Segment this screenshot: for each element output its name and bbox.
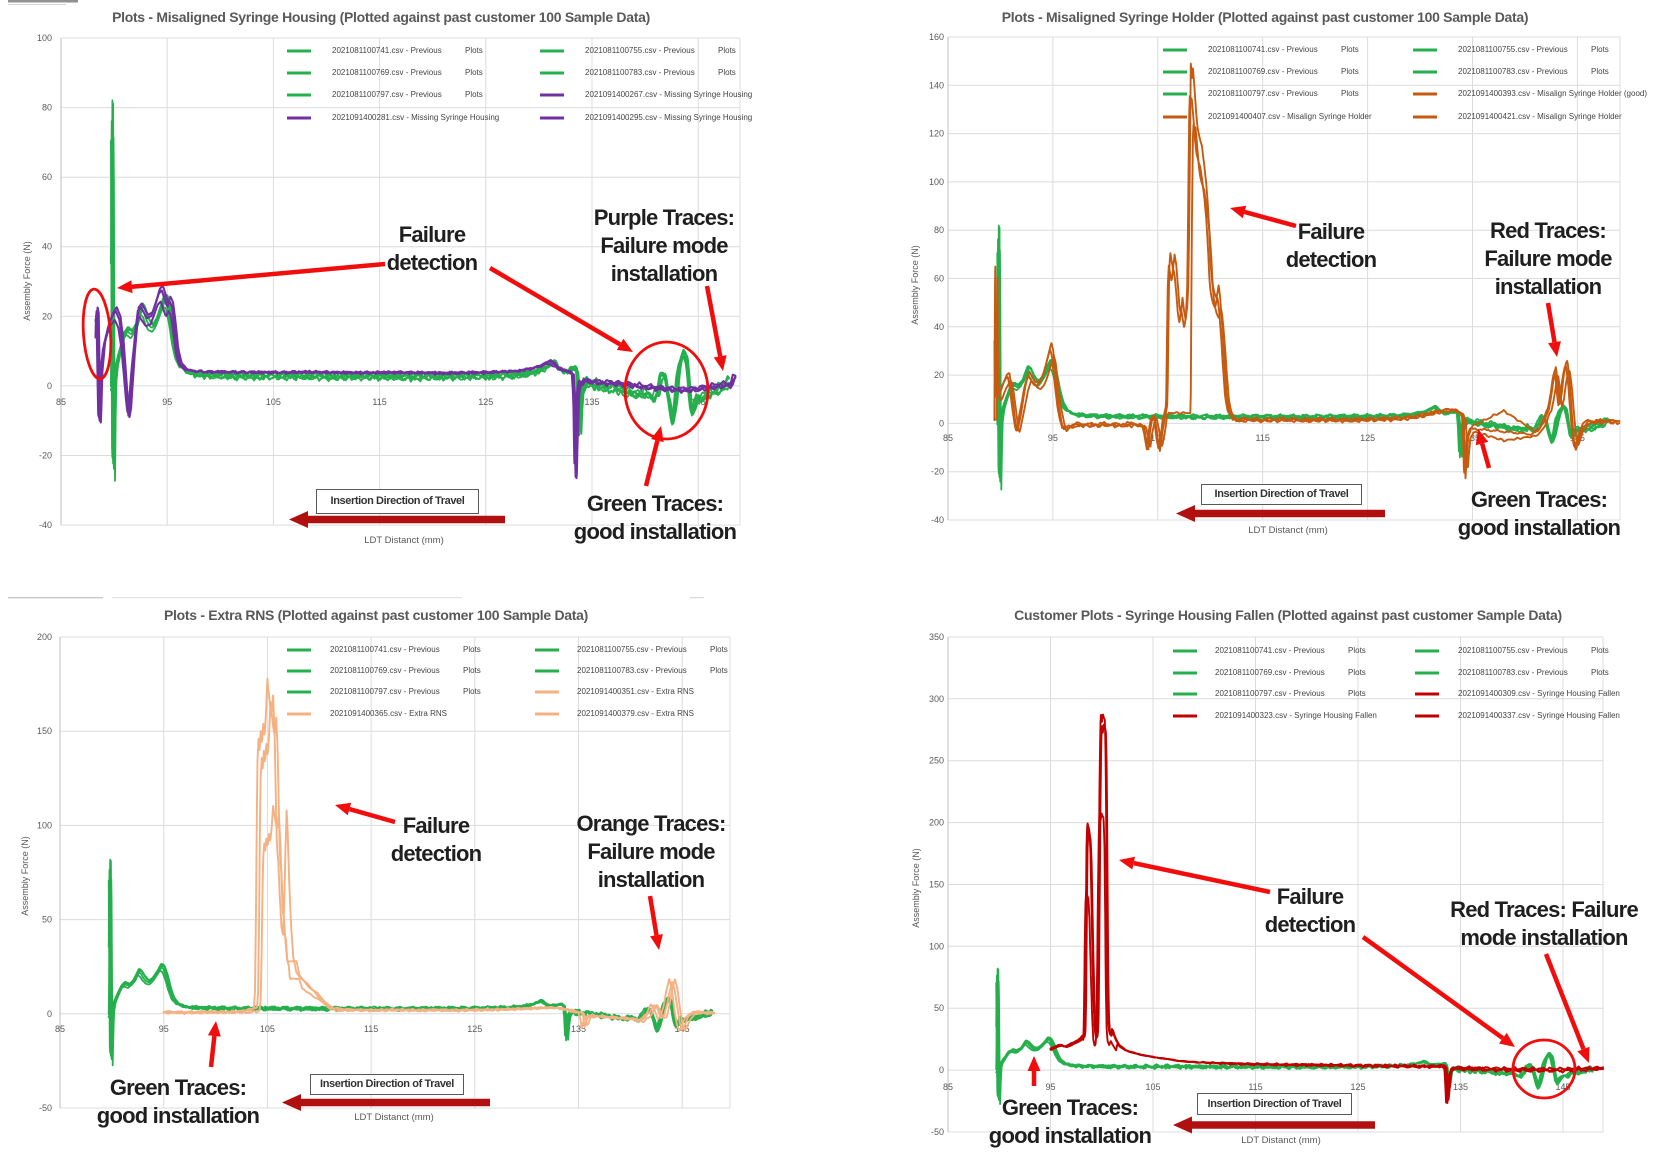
svg-text:150: 150 <box>929 880 944 890</box>
svg-text:135: 135 <box>584 397 599 407</box>
svg-text:95: 95 <box>159 1024 169 1034</box>
svg-text:125: 125 <box>478 397 493 407</box>
svg-text:150: 150 <box>37 726 52 736</box>
svg-text:115: 115 <box>372 397 386 407</box>
svg-text:-20: -20 <box>931 467 944 477</box>
svg-text:125: 125 <box>1360 433 1375 443</box>
svg-text:140: 140 <box>929 80 944 90</box>
svg-text:160: 160 <box>929 32 944 42</box>
svg-text:115: 115 <box>364 1024 378 1034</box>
svg-text:125: 125 <box>467 1024 482 1034</box>
svg-text:-50: -50 <box>931 1127 944 1137</box>
svg-text:20: 20 <box>42 311 52 321</box>
svg-text:-50: -50 <box>39 1103 52 1113</box>
svg-text:40: 40 <box>934 322 944 332</box>
svg-text:50: 50 <box>42 915 52 925</box>
svg-text:-20: -20 <box>39 451 52 461</box>
svg-text:95: 95 <box>1048 433 1058 443</box>
svg-text:100: 100 <box>929 177 944 187</box>
svg-text:200: 200 <box>929 818 944 828</box>
svg-text:125: 125 <box>1350 1082 1365 1092</box>
svg-text:135: 135 <box>1465 433 1480 443</box>
svg-text:0: 0 <box>939 418 944 428</box>
svg-text:135: 135 <box>1453 1082 1468 1092</box>
svg-text:-40: -40 <box>39 520 52 530</box>
svg-text:85: 85 <box>943 433 953 443</box>
svg-text:0: 0 <box>47 1009 52 1019</box>
svg-text:85: 85 <box>55 1024 65 1034</box>
svg-text:0: 0 <box>47 381 52 391</box>
svg-text:105: 105 <box>260 1024 275 1034</box>
svg-text:250: 250 <box>929 756 944 766</box>
svg-text:105: 105 <box>1145 1082 1160 1092</box>
svg-text:300: 300 <box>929 694 944 704</box>
svg-text:40: 40 <box>42 242 52 252</box>
svg-text:145: 145 <box>1555 1082 1570 1092</box>
svg-text:80: 80 <box>42 103 52 113</box>
svg-text:115: 115 <box>1256 433 1270 443</box>
svg-text:50: 50 <box>934 1003 944 1013</box>
svg-text:0: 0 <box>939 1065 944 1075</box>
svg-text:100: 100 <box>37 820 52 830</box>
svg-text:60: 60 <box>42 172 52 182</box>
svg-text:-40: -40 <box>931 515 944 525</box>
svg-text:200: 200 <box>37 632 52 642</box>
svg-text:60: 60 <box>934 274 944 284</box>
svg-text:20: 20 <box>934 370 944 380</box>
svg-text:80: 80 <box>934 225 944 235</box>
svg-text:100: 100 <box>929 941 944 951</box>
svg-text:100: 100 <box>37 33 52 43</box>
svg-text:135: 135 <box>571 1024 586 1034</box>
svg-text:95: 95 <box>162 397 172 407</box>
svg-text:95: 95 <box>1045 1082 1055 1092</box>
svg-text:350: 350 <box>929 632 944 642</box>
svg-text:115: 115 <box>1248 1082 1262 1092</box>
svg-text:85: 85 <box>943 1082 953 1092</box>
svg-text:105: 105 <box>266 397 281 407</box>
svg-text:85: 85 <box>56 397 66 407</box>
svg-text:120: 120 <box>929 129 944 139</box>
